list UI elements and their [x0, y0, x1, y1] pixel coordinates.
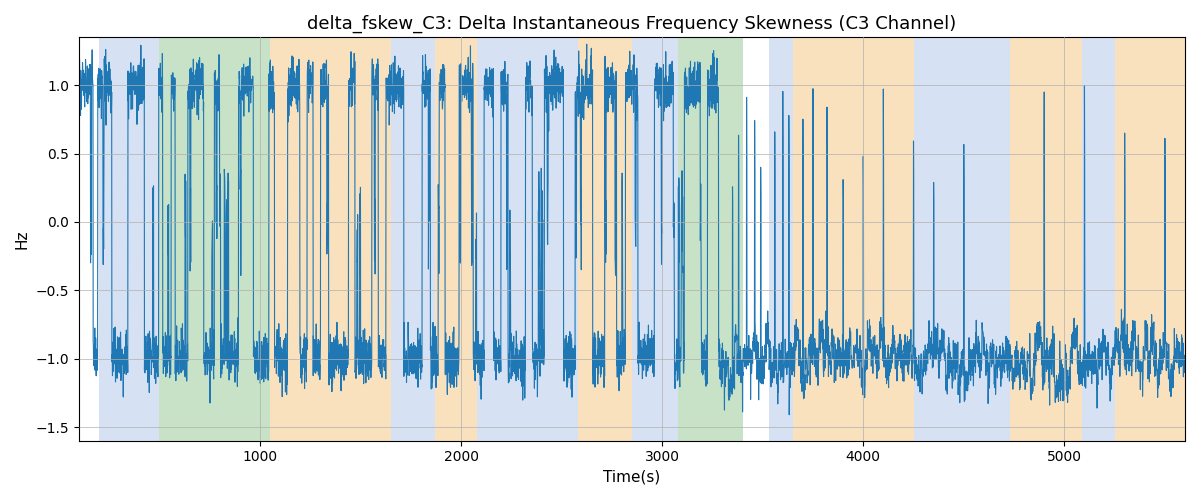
Bar	[577, 38, 632, 440]
Bar	[793, 38, 913, 440]
Bar	[160, 38, 270, 440]
Bar	[1010, 38, 1082, 440]
Bar	[391, 38, 434, 440]
Bar	[1115, 38, 1186, 440]
Bar	[100, 38, 160, 440]
Y-axis label: Hz: Hz	[14, 230, 30, 249]
Bar	[769, 38, 793, 440]
Title: delta_fskew_C3: Delta Instantaneous Frequency Skewness (C3 Channel): delta_fskew_C3: Delta Instantaneous Freq…	[307, 15, 956, 34]
Bar	[434, 38, 478, 440]
Bar	[678, 38, 743, 440]
Bar	[270, 38, 391, 440]
Bar	[632, 38, 678, 440]
Bar	[478, 38, 577, 440]
X-axis label: Time(s): Time(s)	[604, 470, 660, 485]
Bar	[913, 38, 1010, 440]
Bar	[1082, 38, 1115, 440]
